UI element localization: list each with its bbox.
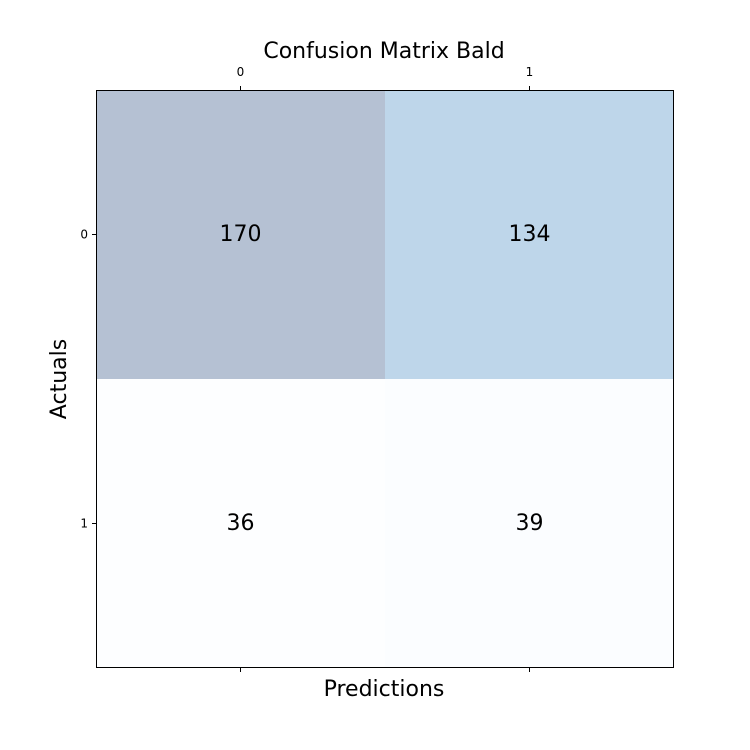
chart-title: Confusion Matrix Bald bbox=[263, 39, 504, 64]
y-axis-label: Actuals bbox=[47, 339, 72, 419]
heatmap-cell bbox=[385, 379, 674, 668]
heatmap-cell bbox=[96, 90, 385, 379]
cell-value-label: 39 bbox=[516, 511, 544, 536]
cell-value-label: 170 bbox=[220, 222, 262, 247]
heatmap-cell bbox=[385, 90, 674, 379]
x-axis-label: Predictions bbox=[324, 677, 445, 702]
cell-value-label: 36 bbox=[227, 511, 255, 536]
y-tick-label: 1 bbox=[80, 517, 88, 531]
x-tick-label: 0 bbox=[237, 65, 245, 79]
heatmap-cell bbox=[96, 379, 385, 668]
heatmap-cells: 170 134 36 39 bbox=[96, 90, 674, 668]
x-tick-label: 1 bbox=[526, 65, 534, 79]
plot-frame bbox=[96, 90, 674, 668]
y-tick-label: 0 bbox=[80, 228, 88, 242]
cell-value-label: 134 bbox=[509, 222, 551, 247]
axis-ticks: 0 1 0 1 bbox=[80, 65, 533, 672]
